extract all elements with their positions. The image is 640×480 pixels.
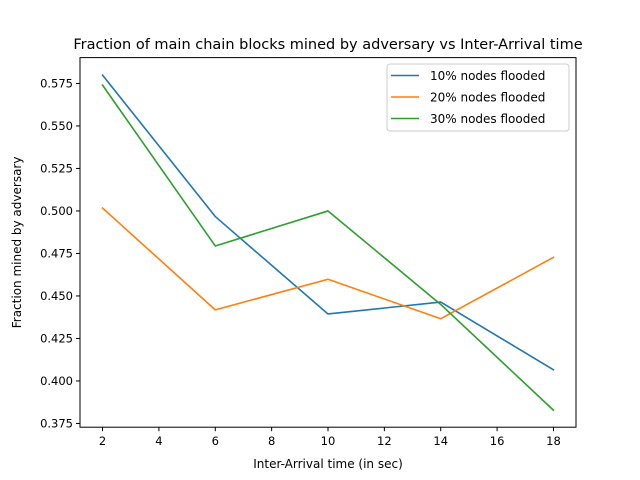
series-line-2 — [101, 84, 555, 412]
x-tick-label: 16 — [490, 434, 505, 448]
x-tick-label: 8 — [268, 434, 275, 448]
x-tick-label: 14 — [433, 434, 448, 448]
x-tick-label: 4 — [155, 434, 162, 448]
legend-label: 20% nodes flooded — [430, 91, 545, 105]
series-line-1 — [101, 206, 555, 320]
legend-box — [386, 63, 570, 132]
x-tick-label: 12 — [377, 434, 392, 448]
legend-label: 10% nodes flooded — [430, 69, 545, 83]
legend-items: 10% nodes flooded 20% nodes flooded 30% no… — [391, 69, 545, 126]
y-axis-ticks: 0.375 0.400 0.425 0.450 0.475 0.500 0.525 0.550… — [40, 76, 80, 430]
y-tick-label: 0.550 — [40, 119, 73, 133]
y-axis-label: Fraction mined by adversary — [10, 157, 24, 329]
chart-title: Fraction of main chain blocks mined by a… — [73, 37, 582, 53]
x-tick-label: 6 — [212, 434, 219, 448]
y-tick-label: 0.375 — [40, 416, 73, 430]
series-line-0 — [101, 73, 555, 371]
x-axis-ticks: 2 4 6 8 10 12 14 16 18 — [99, 427, 561, 448]
x-axis-label: Inter-Arrival time (in sec) — [253, 457, 403, 471]
y-tick-label: 0.525 — [40, 161, 73, 175]
y-tick-label: 0.425 — [40, 331, 73, 345]
y-tick-label: 0.475 — [40, 246, 73, 260]
legend-label: 30% nodes flooded — [430, 112, 545, 126]
y-tick-label: 0.575 — [40, 76, 73, 90]
x-tick-label: 10 — [321, 434, 336, 448]
x-tick-label: 2 — [99, 434, 106, 448]
y-tick-label: 0.450 — [40, 289, 73, 303]
series-lines — [101, 73, 555, 412]
y-tick-label: 0.500 — [40, 204, 73, 218]
legend: 10% nodes flooded 20% nodes flooded 30% no… — [386, 63, 570, 132]
x-tick-label: 18 — [546, 434, 561, 448]
plot-area: 2 4 6 8 10 12 14 16 18 0.375 0.400 0.425 0.450 0.475… — [40, 57, 577, 448]
y-tick-label: 0.400 — [40, 374, 73, 388]
